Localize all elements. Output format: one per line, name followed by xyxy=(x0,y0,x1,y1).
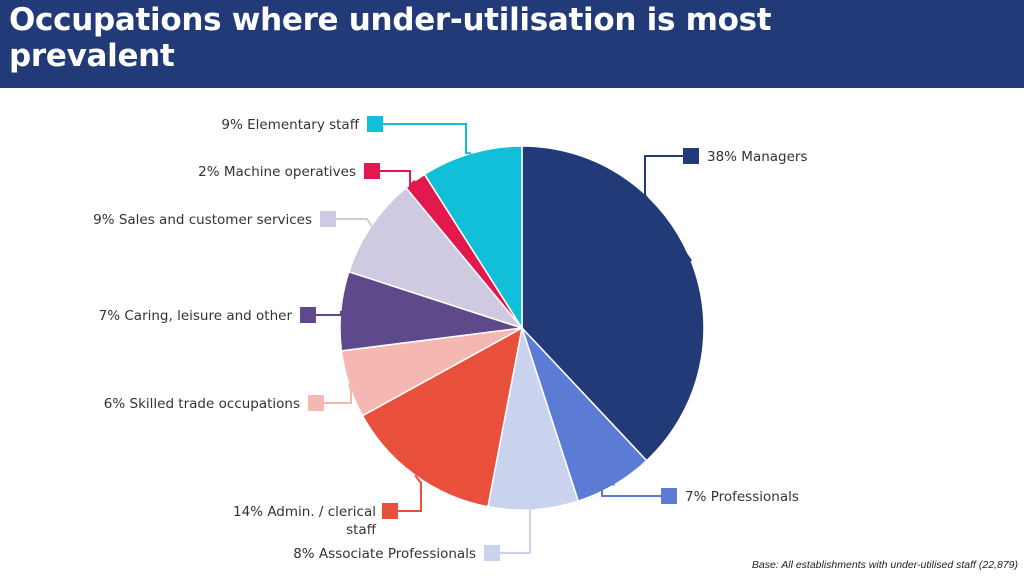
slice-label: 14% Admin. / clerical staff xyxy=(233,504,377,538)
leader-line xyxy=(323,383,352,404)
leader-line xyxy=(397,474,422,512)
leader-line xyxy=(315,310,343,316)
leader-line xyxy=(379,170,416,188)
pie-labels: 38% Managers 7% Professionals 8% Associate… xyxy=(93,116,808,562)
slice-label: 6% Skilled trade occupations xyxy=(104,396,300,412)
legend-swatch xyxy=(308,395,324,411)
leader-line xyxy=(335,218,373,227)
legend-swatch xyxy=(661,488,677,504)
leader-line xyxy=(499,501,535,554)
legend-swatch xyxy=(484,545,500,561)
leader-line xyxy=(601,482,662,497)
legend-swatch xyxy=(364,163,380,179)
pie-slice xyxy=(423,145,523,331)
legend-swatch xyxy=(367,116,383,132)
slice-label: 9% Elementary staff xyxy=(221,117,359,133)
slice-label: 38% Managers xyxy=(707,149,808,165)
pie-slices xyxy=(339,145,705,511)
slice-label: 8% Associate Professionals xyxy=(293,546,476,562)
legend-swatch xyxy=(382,503,398,519)
legend-swatch xyxy=(683,148,699,164)
slice-label: 7% Caring, leisure and other xyxy=(99,308,293,324)
slice-label: 2% Machine operatives xyxy=(198,164,356,180)
legend-swatch xyxy=(300,307,316,323)
pie-slice xyxy=(361,326,524,508)
base-footnote: Base: All establishments with under-util… xyxy=(751,559,1018,571)
legend-swatch xyxy=(320,211,336,227)
slice-label: 7% Professionals xyxy=(685,489,799,505)
pie-slice xyxy=(347,186,525,330)
title-banner xyxy=(0,0,1024,88)
leader-line xyxy=(382,123,472,155)
leader-line xyxy=(644,155,693,262)
slice-label: 9% Sales and customer services xyxy=(93,212,312,228)
chart-title: Occupations where under-utilisation is m… xyxy=(9,2,772,74)
